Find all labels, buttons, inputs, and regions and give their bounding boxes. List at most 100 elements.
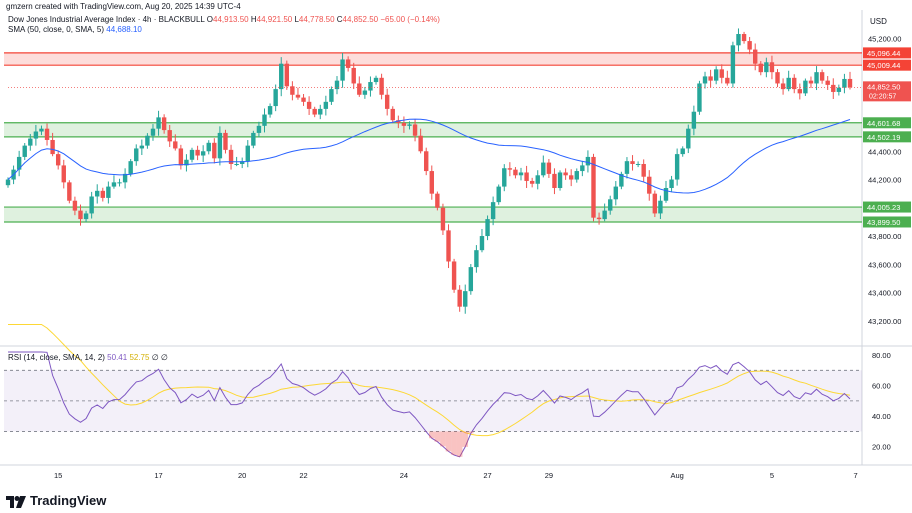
- candle-body: [831, 84, 836, 92]
- candle-body: [301, 97, 306, 102]
- legend-rsi[interactable]: RSI (14, close, SMA, 14, 2) 50.41 52.75 …: [8, 353, 168, 362]
- candle-body: [217, 132, 223, 159]
- tradingview-logo-icon: [6, 495, 26, 508]
- candle-body: [457, 289, 462, 307]
- chart-credit: gmzern created with TradingView.com, Aug…: [6, 2, 241, 11]
- ohlc-open: O44,913.50: [206, 15, 249, 24]
- candle-body: [451, 261, 457, 290]
- candle-body: [490, 202, 496, 220]
- zone-axis-badge: [863, 47, 911, 59]
- candle-body: [596, 217, 602, 220]
- time-tick-label: 24: [400, 471, 408, 480]
- candle-body: [212, 142, 217, 159]
- candle-body: [546, 162, 552, 174]
- zone-axis-label: 43,899.50: [867, 218, 900, 227]
- candle-body: [351, 67, 356, 84]
- candle-body: [630, 161, 635, 164]
- candle-body: [847, 78, 853, 88]
- time-tick-label: 15: [54, 471, 62, 480]
- price-tick-label: 44,200.00: [868, 176, 901, 185]
- candle-body: [591, 156, 596, 218]
- candle-body: [178, 148, 184, 166]
- zone-support-1: [4, 122, 862, 137]
- candle-body: [725, 77, 730, 84]
- candle-body: [239, 161, 245, 164]
- sma-line: [7, 118, 851, 194]
- candle-body: [22, 145, 27, 157]
- sma-value: 44,688.10: [106, 25, 142, 34]
- candle-body: [106, 186, 111, 198]
- time-tick-label: 29: [545, 471, 553, 480]
- candle-body: [173, 141, 178, 149]
- rsi-value: 50.41: [107, 353, 128, 362]
- candle-body: [719, 69, 724, 78]
- currency-label[interactable]: USD: [870, 17, 887, 26]
- candle-body: [61, 165, 66, 183]
- candle-body: [412, 124, 418, 136]
- candle-body: [16, 156, 22, 170]
- candle-body: [502, 168, 507, 187]
- candle-body: [256, 125, 262, 133]
- rsi-oversold-fill: [468, 431, 474, 434]
- candle-body: [669, 179, 674, 189]
- candle-body: [306, 101, 312, 109]
- candle-body: [67, 182, 72, 201]
- candle-body: [479, 236, 485, 251]
- legend-sma[interactable]: SMA (50, close, 0, SMA, 5) 44,688.10: [8, 25, 142, 34]
- price-tick-label: 43,200.00: [868, 317, 901, 326]
- rsi-ma-line: [8, 324, 851, 437]
- candle-body: [658, 200, 663, 214]
- zone-resistance-0: [4, 52, 862, 66]
- symbol-title: Dow Jones Industrial Average Index · 4h …: [8, 15, 205, 24]
- candle-body: [435, 193, 440, 208]
- candle-body: [368, 82, 373, 91]
- candle-body: [323, 101, 329, 109]
- candle-body: [680, 148, 685, 155]
- candle-body: [39, 128, 44, 132]
- candle-body: [251, 132, 256, 146]
- candle-body: [345, 59, 351, 68]
- candle-body: [769, 62, 775, 73]
- candle-body: [825, 80, 830, 85]
- candle-body: [641, 163, 646, 177]
- price-tick-label: 43,800.00: [868, 232, 901, 241]
- candle-body: [390, 108, 395, 121]
- candle-body: [145, 135, 150, 146]
- price-tick-label: 45,200.00: [868, 34, 901, 43]
- rsi-tick-label: 80.00: [872, 351, 891, 360]
- candle-body: [446, 230, 451, 262]
- candle-body: [736, 34, 741, 46]
- candle-body: [362, 90, 368, 95]
- countdown-label: 02:20:57: [869, 93, 896, 100]
- rsi-oversold-fill: [429, 431, 435, 439]
- rsi-oversold-fill: [445, 431, 452, 452]
- time-tick-label: 22: [299, 471, 307, 480]
- last-price-badge: [863, 81, 911, 102]
- candle-body: [797, 89, 803, 94]
- candle-body: [195, 149, 200, 156]
- candle-body: [228, 149, 234, 164]
- candle-body: [284, 63, 290, 87]
- rsi-extra: ∅ ∅: [151, 353, 168, 362]
- ohlc-high: H44,921.50: [250, 15, 293, 24]
- candle-body: [608, 199, 613, 211]
- zone-axis-badge: [863, 117, 911, 129]
- candle-body: [713, 69, 719, 81]
- candle-body: [318, 108, 323, 115]
- rsi-tick-label: 40.00: [872, 412, 891, 421]
- candle-body: [619, 173, 624, 187]
- candle-body: [507, 168, 513, 170]
- candle-body: [117, 182, 122, 184]
- candle-body: [150, 128, 156, 136]
- candle-body: [741, 34, 747, 42]
- candle-body: [440, 207, 446, 231]
- candle-body: [279, 63, 284, 90]
- candle-body: [95, 190, 100, 197]
- zone-axis-label: 44,601.68: [867, 119, 900, 128]
- candle-body: [273, 89, 278, 107]
- candle-body: [396, 120, 401, 124]
- tradingview-logo[interactable]: TradingView: [6, 493, 106, 508]
- rsi-label: RSI (14, close, SMA, 14, 2): [8, 353, 105, 362]
- candle-body: [245, 145, 250, 162]
